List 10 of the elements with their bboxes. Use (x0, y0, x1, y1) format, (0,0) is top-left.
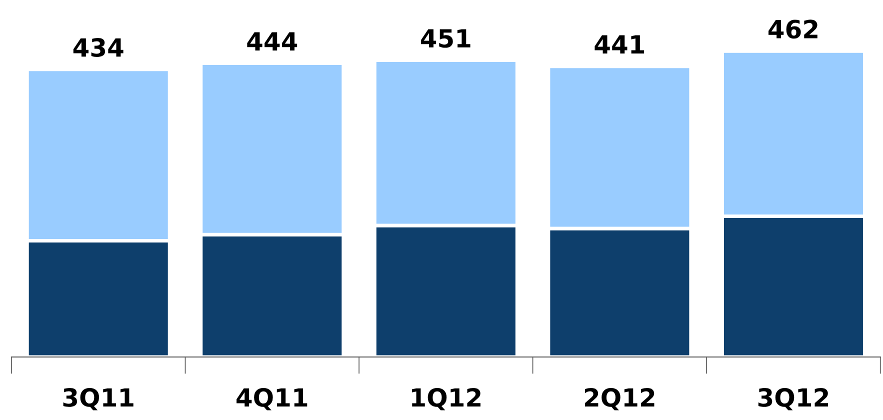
annotation: 444 (247, 32, 298, 50)
annotation: 451 (420, 29, 470, 48)
x-tick-label: 3Q12 (758, 388, 828, 410)
x-tick-label: 1Q12 (412, 388, 480, 410)
x-tick-label: 4Q11 (236, 388, 308, 410)
x-tick-label: 3Q11 (63, 388, 134, 410)
annotation: 441 (594, 35, 644, 54)
annotation: 434 (73, 38, 124, 57)
x-tick-label: 2Q12 (584, 388, 654, 410)
annotation: 462 (768, 20, 818, 39)
